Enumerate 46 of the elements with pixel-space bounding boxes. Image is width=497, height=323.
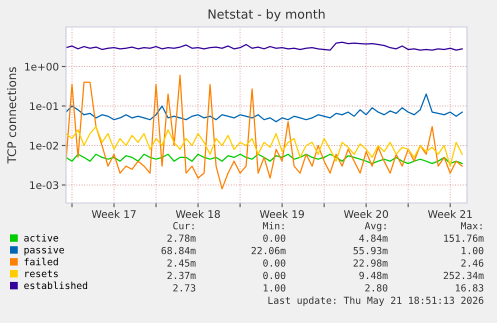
chart-title: Netstat - by month	[208, 9, 325, 22]
text: Last update: Thu May 21 18:51:13 2026	[268, 296, 484, 306]
line-series	[66, 154, 463, 164]
y-tick-label: 1e-01	[30, 102, 58, 110]
text: 55.93m	[354, 246, 388, 254]
x-tick-label: Week 18	[176, 210, 220, 218]
text: Avg:	[364, 222, 386, 232]
text: 2.78m	[167, 234, 196, 242]
legend-label: failed	[24, 258, 58, 266]
text: 2.73	[173, 284, 196, 292]
x-tick-label: Week 19	[260, 210, 304, 218]
text: 22.06m	[252, 246, 286, 254]
text: 4.84m	[359, 234, 388, 242]
text: 2.80	[365, 284, 388, 292]
legend-label: established	[24, 282, 88, 290]
line-series	[66, 126, 463, 167]
legend-label: passive	[24, 246, 64, 256]
y-tick-label: 1e-03	[30, 181, 58, 190]
text: 16.83	[456, 284, 484, 292]
x-tick-label: Week 21	[428, 210, 472, 218]
y-axis-title: TCP connections	[7, 67, 16, 164]
text: 2.37m	[167, 272, 196, 280]
y-tick-label: 1e+00	[25, 62, 58, 71]
line-series	[66, 93, 463, 122]
text: 252.34m	[444, 272, 484, 280]
text: Max:	[460, 222, 482, 230]
text: 68.84m	[162, 246, 196, 254]
text: 22.98m	[354, 259, 388, 267]
text: 9.48m	[359, 272, 388, 280]
x-tick-label: Week 17	[92, 210, 136, 218]
legend-label: active	[24, 234, 58, 242]
text: Min:	[262, 222, 284, 230]
line-series	[66, 74, 463, 190]
text: 0.00	[263, 272, 286, 280]
y-tick-label: 1e-02	[30, 142, 58, 150]
text: 0.00	[263, 234, 286, 242]
text: 1.00	[264, 284, 286, 292]
text: Cur:	[173, 222, 194, 230]
text: 1.00	[462, 246, 484, 254]
text: 2.45m	[167, 259, 196, 267]
text: 151.76m	[444, 234, 484, 242]
text: 2.46	[461, 259, 484, 267]
x-tick-label: Week 20	[344, 210, 388, 218]
text: 0.00	[263, 259, 286, 267]
line-series	[66, 42, 463, 51]
legend-label: resets	[25, 270, 58, 278]
